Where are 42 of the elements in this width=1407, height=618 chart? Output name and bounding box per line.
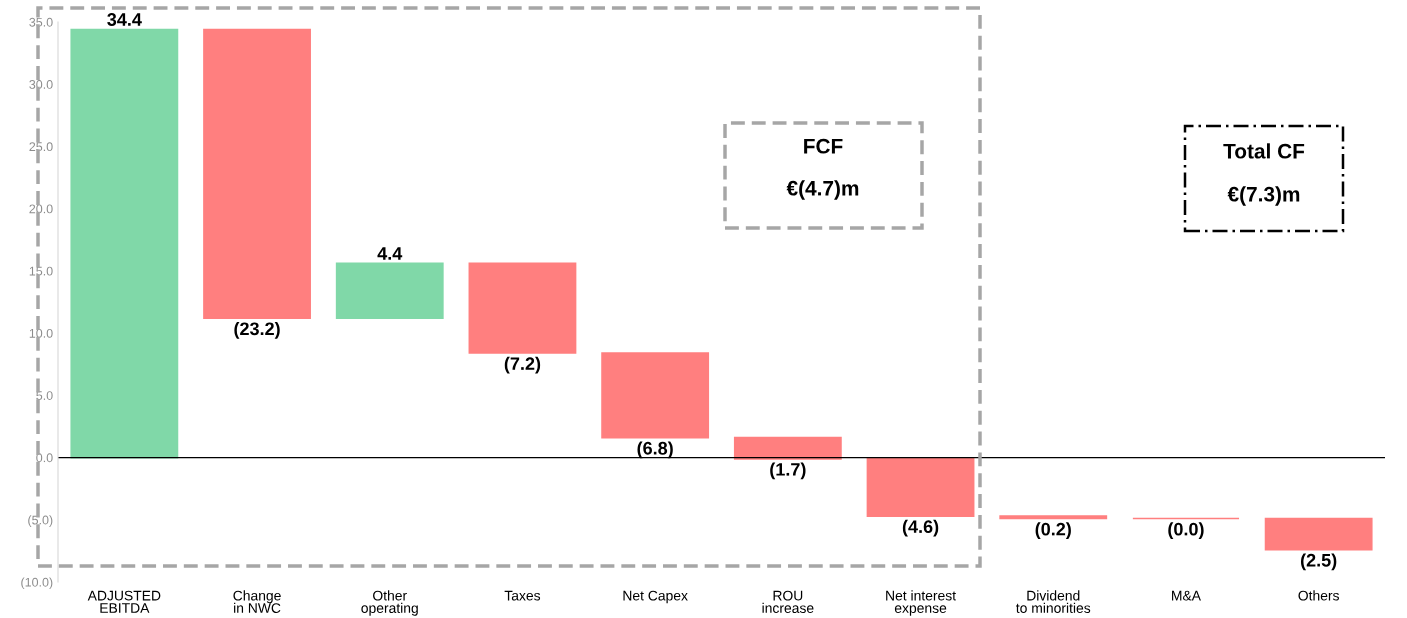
bar xyxy=(601,352,710,439)
y-tick-label: 35.0 xyxy=(29,17,53,27)
bar xyxy=(733,436,842,460)
data-label: (1.7) xyxy=(770,462,806,480)
data-label: (23.2) xyxy=(234,321,280,339)
data-label: (0.2) xyxy=(1035,522,1071,540)
x-tick-label: Other operating xyxy=(361,590,418,616)
bar xyxy=(1264,517,1373,551)
data-label: 34.4 xyxy=(107,13,142,26)
x-tick-label: M&A xyxy=(1172,590,1201,601)
x-tick-label: Taxes xyxy=(504,590,541,601)
bar xyxy=(335,262,444,320)
annotation: €(7.3)m xyxy=(1227,186,1300,206)
x-tick-label: Change in NWC xyxy=(233,590,281,613)
y-tick-label: 15.0 xyxy=(29,266,53,276)
x-tick-label: Dividend to minorities xyxy=(1016,590,1091,613)
data-label: (6.8) xyxy=(637,441,673,459)
y-tick-label: (5.0) xyxy=(28,515,53,527)
x-tick-label: ADJUSTED EBITDA xyxy=(87,590,161,613)
bar xyxy=(203,28,311,320)
y-tick-label: 10.0 xyxy=(29,328,53,338)
x-tick-label: Others xyxy=(1298,590,1339,601)
bar xyxy=(70,28,179,459)
y-tick-label: 20.0 xyxy=(29,204,53,214)
y-tick-label: (10.0) xyxy=(21,577,53,590)
data-label: (4.6) xyxy=(902,519,939,537)
x-tick-label: Net Capex xyxy=(623,590,688,604)
annotation: €(4.7)m xyxy=(786,180,859,200)
annotation: Total CF xyxy=(1223,143,1305,159)
bar xyxy=(866,457,975,517)
bar xyxy=(999,515,1108,520)
data-label: 4.4 xyxy=(377,247,403,260)
data-label: (0.0) xyxy=(1168,522,1204,540)
annotation: FCF xyxy=(804,138,843,154)
y-tick-label: 5.0 xyxy=(36,391,53,400)
data-label: (7.2) xyxy=(504,356,541,374)
y-tick-label: 25.0 xyxy=(29,142,53,152)
x-tick-label: Net interest expense xyxy=(886,590,956,616)
y-tick-label: 30.0 xyxy=(29,80,53,89)
data-label: (2.5) xyxy=(1300,553,1337,571)
bar xyxy=(468,262,577,354)
x-tick-label: ROU increase xyxy=(762,590,814,613)
